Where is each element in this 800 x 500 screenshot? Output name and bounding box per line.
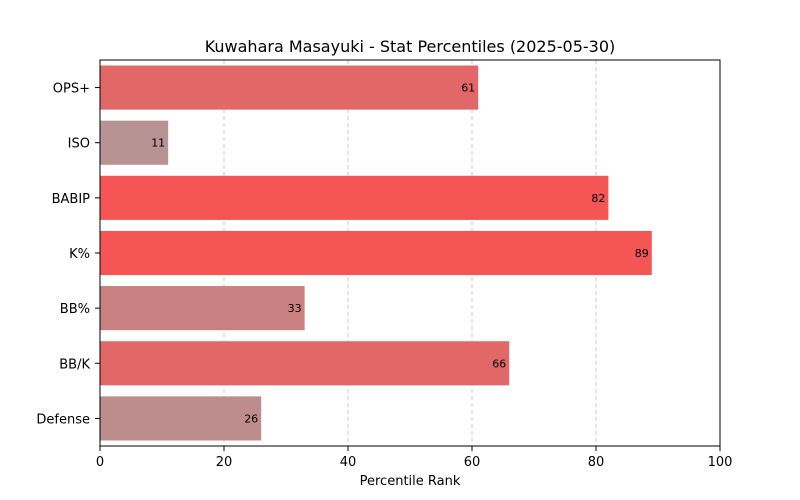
bar-value-label: 61 [461,82,475,95]
chart-title: Kuwahara Masayuki - Stat Percentiles (20… [205,37,616,56]
bar [100,230,652,276]
bar-value-label: 82 [591,192,605,205]
y-tick-label: BABIP [52,192,91,207]
bar-series [100,65,652,441]
bar-value-label: 33 [288,302,302,315]
x-axis: 0 20 40 60 80 100 [96,446,733,470]
y-tick-label: Defense [36,412,90,427]
y-tick-label: ISO [68,137,90,152]
bar [100,175,609,220]
x-tick-label: 60 [464,455,481,470]
bar [100,396,262,441]
x-tick-label: 100 [708,455,733,470]
y-tick-label: OPS+ [53,82,90,97]
x-tick-label: 80 [588,455,605,470]
y-tick-label: BB% [60,302,90,317]
y-tick-label: BB/K [59,357,90,372]
bar [100,341,510,386]
bar [100,65,479,110]
bar-value-labels: 61 11 82 89 33 66 26 [151,82,649,426]
bar-value-label: 11 [151,137,165,150]
y-axis: OPS+ ISO BABIP K% BB% BB/K Defense [36,82,100,427]
x-tick-label: 40 [340,455,357,470]
x-tick-label: 0 [96,455,104,470]
x-axis-label: Percentile Rank [360,474,461,489]
bar-value-label: 89 [635,247,649,260]
x-tick-label: 20 [216,455,233,470]
bar-value-label: 26 [244,412,258,425]
bar [100,120,169,165]
y-tick-label: K% [69,247,90,262]
bar [100,286,305,331]
bar-value-label: 66 [492,357,506,370]
